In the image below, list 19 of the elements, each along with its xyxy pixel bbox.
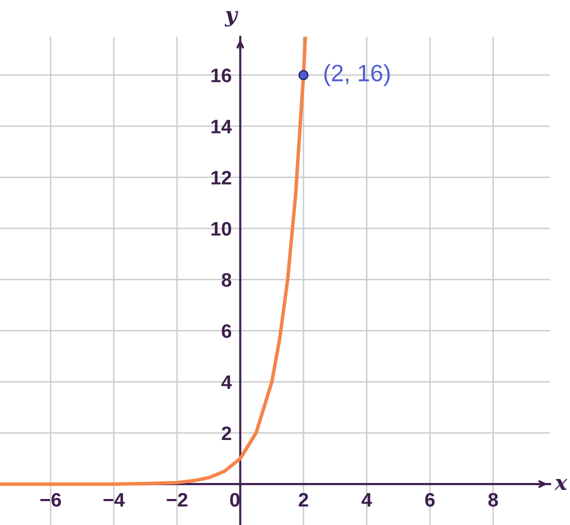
line-series [0,36,308,486]
x-tick-label: 4 [362,493,372,507]
y-axis-title: y [224,11,238,27]
y-tick-label: 4 [221,376,232,389]
y-tick-label: 14 [212,120,232,134]
annotation: (2, 16) [324,64,390,86]
x-axis-title: x [554,479,568,490]
x-tick-label: 2 [298,492,308,507]
x-tick-label: 6 [425,492,435,507]
x-tick-label: −2 [166,492,188,507]
y-tick-label: 2 [222,426,232,440]
x-tick-label: −6 [40,492,61,507]
x-tick-label: −4 [104,493,125,507]
y-tick-label: 8 [222,273,232,287]
y-tick-label: 12 [212,170,232,184]
x-tick-label: 8 [488,492,498,507]
y-tick-label: 16 [212,68,232,82]
y-tick-label: 6 [222,324,232,338]
y-tick-label: 10 [212,222,232,236]
